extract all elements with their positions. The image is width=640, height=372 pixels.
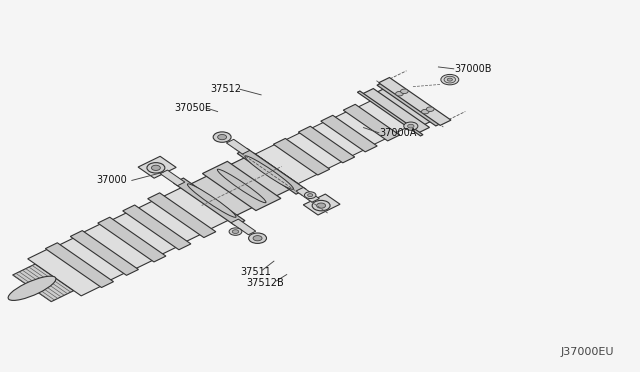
Circle shape (312, 201, 330, 211)
Polygon shape (303, 194, 340, 215)
Polygon shape (160, 170, 185, 186)
Circle shape (253, 235, 262, 241)
Polygon shape (132, 199, 206, 244)
Circle shape (404, 122, 418, 130)
Polygon shape (173, 178, 245, 225)
Ellipse shape (188, 184, 236, 217)
Polygon shape (281, 130, 348, 171)
Circle shape (408, 124, 414, 128)
Polygon shape (296, 187, 319, 202)
Polygon shape (13, 264, 74, 302)
Circle shape (441, 74, 459, 85)
Circle shape (401, 89, 408, 93)
Text: 37512: 37512 (210, 84, 241, 94)
Circle shape (305, 192, 316, 199)
Circle shape (218, 135, 227, 140)
Polygon shape (255, 142, 323, 184)
Circle shape (147, 163, 165, 173)
Circle shape (213, 132, 231, 142)
Polygon shape (273, 138, 330, 175)
Polygon shape (379, 77, 451, 125)
Text: J37000EU: J37000EU (561, 347, 614, 357)
Text: 37000A: 37000A (380, 128, 417, 138)
Polygon shape (330, 109, 391, 147)
Text: 37000B: 37000B (454, 64, 492, 74)
Polygon shape (202, 161, 281, 211)
Polygon shape (377, 83, 441, 126)
Text: 37511: 37511 (240, 267, 271, 276)
Polygon shape (98, 217, 166, 262)
Circle shape (248, 233, 266, 243)
Circle shape (317, 203, 326, 208)
Polygon shape (148, 193, 216, 238)
Text: 37512B: 37512B (246, 279, 284, 288)
Polygon shape (321, 115, 377, 152)
Polygon shape (231, 219, 256, 235)
Polygon shape (45, 243, 113, 288)
Polygon shape (353, 100, 410, 135)
Polygon shape (184, 153, 300, 219)
Polygon shape (54, 235, 130, 283)
Circle shape (229, 228, 242, 235)
Circle shape (232, 230, 239, 234)
Polygon shape (307, 120, 369, 158)
Circle shape (308, 194, 313, 197)
Polygon shape (343, 104, 399, 141)
Circle shape (422, 109, 429, 114)
Polygon shape (28, 247, 106, 296)
Ellipse shape (244, 156, 294, 189)
Polygon shape (158, 187, 230, 231)
Polygon shape (227, 140, 250, 154)
Circle shape (447, 78, 452, 81)
Circle shape (426, 107, 434, 112)
Polygon shape (78, 221, 158, 271)
Polygon shape (138, 156, 176, 178)
Polygon shape (298, 126, 355, 163)
Polygon shape (107, 210, 182, 257)
Polygon shape (357, 91, 423, 136)
Circle shape (152, 165, 161, 170)
Circle shape (396, 92, 403, 96)
Polygon shape (368, 88, 433, 129)
Circle shape (444, 76, 456, 83)
Polygon shape (123, 205, 191, 250)
Polygon shape (70, 231, 138, 275)
Text: 37000: 37000 (96, 176, 127, 185)
Ellipse shape (8, 276, 56, 301)
Polygon shape (237, 148, 306, 194)
Polygon shape (362, 89, 429, 133)
Text: 37050E: 37050E (174, 103, 211, 113)
Ellipse shape (218, 169, 266, 203)
